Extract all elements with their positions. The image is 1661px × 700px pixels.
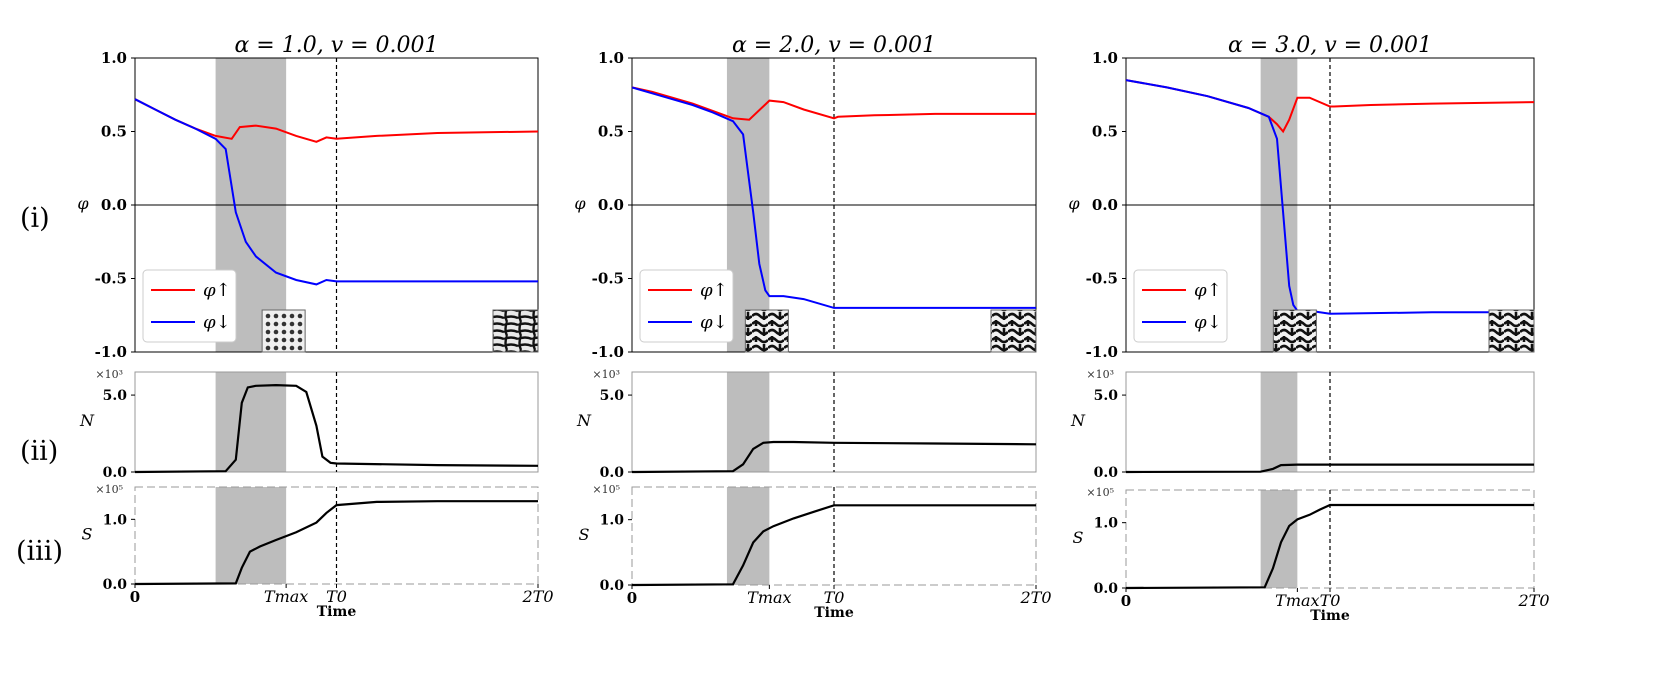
x-tick-tmax: Tmax <box>1275 591 1319 610</box>
s-series-line <box>134 500 538 586</box>
phi-ytick-label: -0.5 <box>592 270 624 288</box>
legend-label-up: φ↑ <box>203 280 231 301</box>
s-ylabel: S <box>579 525 590 544</box>
inset-pattern-final <box>1488 309 1535 353</box>
legend-box <box>1133 269 1228 343</box>
phi-ytick-label: 1.0 <box>1092 49 1118 67</box>
x-axis-label: Time <box>1310 608 1350 624</box>
legend-label-up: φ↑ <box>700 280 728 301</box>
n-series-line <box>134 383 539 474</box>
phi-series-line-up <box>631 86 1036 121</box>
phi-ytick-label: -0.5 <box>1086 270 1118 288</box>
legend-label-down: φ↓ <box>203 312 231 333</box>
chart-title: α = 2.0, v = 0.001 <box>732 33 936 58</box>
x-tick-zero: 0 <box>1121 592 1131 610</box>
row-label-ii: (ii) <box>20 436 58 467</box>
x-tick-tmax: Tmax <box>264 587 308 606</box>
panel-column-3: α = 3.0, v = 0.001 1.0 0.5 0.0 -0.5 -1.0 φ φ↑ φ↓… <box>1068 33 1549 624</box>
n-ytick-label: 0.0 <box>600 465 625 481</box>
phi-ytick-label: -1.0 <box>95 343 127 361</box>
x-tick-t0: T0 <box>1320 591 1341 610</box>
row-label-i: (i) <box>20 203 50 234</box>
shaded-region-s <box>215 487 287 584</box>
x-tick-tmax: Tmax <box>747 588 791 607</box>
n-ytick-label: 0.0 <box>103 465 128 481</box>
chart-title: α = 1.0, v = 0.001 <box>234 33 438 58</box>
s-ytick-label: 1.0 <box>1094 516 1119 532</box>
phi-ytick-label: 0.5 <box>1092 123 1118 141</box>
legend-label-down: φ↓ <box>1194 312 1222 333</box>
phi-ytick-label: -1.0 <box>592 343 624 361</box>
n-ylabel: N <box>1070 411 1086 430</box>
phi-series-line-down <box>134 98 538 286</box>
shaded-region-s <box>1260 490 1298 588</box>
phi-ytick-label: 1.0 <box>598 49 624 67</box>
legend-box <box>639 269 734 343</box>
s-ytick-label: 0.0 <box>103 577 128 593</box>
panels: α = 1.0, v = 0.001 1.0 0.5 0.0 -0.5 -1.0 φ φ↑ φ↓… <box>77 33 1549 624</box>
shaded-region-n <box>215 372 287 472</box>
x-axis-label: Time <box>814 605 854 621</box>
n-ytick-label: 5.0 <box>103 388 128 404</box>
s-ytick-label: 1.0 <box>103 512 128 528</box>
n-ytick-label: 5.0 <box>600 388 625 404</box>
x-tick-2t0: 2T0 <box>1019 588 1051 607</box>
n-multiplier: ×10³ <box>592 368 620 381</box>
row-label-iii: (iii) <box>16 536 63 567</box>
panel-column-1: α = 1.0, v = 0.001 1.0 0.5 0.0 -0.5 -1.0 φ φ↑ φ↓… <box>77 33 553 620</box>
n-series-line <box>1125 463 1534 474</box>
x-tick-zero: 0 <box>627 589 637 607</box>
n-multiplier: ×10³ <box>1086 368 1114 381</box>
phi-ytick-label: 0.5 <box>598 123 624 141</box>
x-tick-2t0: 2T0 <box>521 587 553 606</box>
phi-ylabel: φ <box>1068 194 1080 213</box>
legend-label-down: φ↓ <box>700 312 728 333</box>
x-tick-t0: T0 <box>326 587 347 606</box>
phi-ylabel: φ <box>574 194 586 213</box>
n-ytick-label: 0.0 <box>1094 465 1119 481</box>
n-multiplier: ×10³ <box>95 368 123 381</box>
x-tick-t0: T0 <box>824 588 845 607</box>
phi-series-line-down <box>1125 79 1534 315</box>
s-series-line <box>631 504 1036 587</box>
inset-pattern-final <box>492 309 539 353</box>
phi-ytick-label: 1.0 <box>101 49 127 67</box>
x-tick-2t0: 2T0 <box>1517 591 1549 610</box>
x-axis-label: Time <box>317 604 357 620</box>
s-multiplier: ×10⁵ <box>592 483 620 496</box>
legend-label-up: φ↑ <box>1194 280 1222 301</box>
s-multiplier: ×10⁵ <box>1086 486 1114 499</box>
phi-ytick-label: 0.0 <box>598 196 624 214</box>
x-tick-zero: 0 <box>130 588 140 606</box>
phi-ytick-label: -0.5 <box>95 270 127 288</box>
s-series-line <box>1125 503 1534 590</box>
s-ytick-label: 0.0 <box>1094 581 1119 597</box>
legend-box <box>142 269 237 343</box>
phi-ylabel: φ <box>77 194 89 213</box>
n-ytick-label: 5.0 <box>1094 388 1119 404</box>
phi-ytick-label: 0.0 <box>1092 196 1118 214</box>
inset-pattern-tmax <box>1272 309 1317 353</box>
shaded-region-n <box>1260 372 1298 472</box>
shaded-region-s <box>726 487 770 585</box>
inset-pattern-final <box>990 309 1037 353</box>
n-series-line <box>631 440 1037 474</box>
n-ylabel: N <box>79 411 95 430</box>
panel-column-2: α = 2.0, v = 0.001 1.0 0.5 0.0 -0.5 -1.0 φ φ↑ φ↓… <box>574 33 1051 621</box>
n-ylabel: N <box>576 411 592 430</box>
phi-ytick-label: -1.0 <box>1086 343 1118 361</box>
s-ylabel: S <box>82 525 93 544</box>
s-ylabel: S <box>1073 528 1084 547</box>
inset-pattern-tmax <box>744 309 789 353</box>
inset-pattern-tmax <box>261 309 306 353</box>
s-ytick-label: 0.0 <box>600 578 625 594</box>
phi-ytick-label: 0.0 <box>101 196 127 214</box>
phi-ytick-label: 0.5 <box>101 123 127 141</box>
s-ytick-label: 1.0 <box>600 513 625 529</box>
s-multiplier: ×10⁵ <box>95 483 123 496</box>
chart-title: α = 3.0, v = 0.001 <box>1228 33 1432 58</box>
phi-series-line-down <box>631 86 1036 309</box>
